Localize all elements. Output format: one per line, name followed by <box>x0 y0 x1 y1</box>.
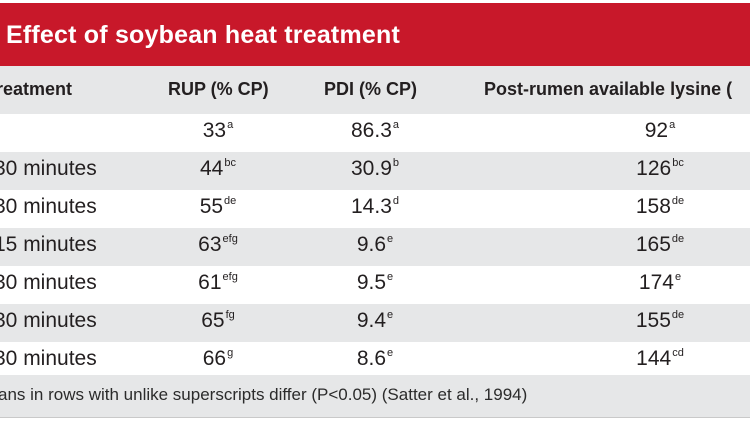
cell-pdi-superscript: e <box>387 233 394 245</box>
table-row: 30 minutes 65fg 9.4e 155de <box>0 304 750 342</box>
cell-rup: 65fg <box>193 309 243 333</box>
cell-lysine-superscript: de <box>671 309 685 321</box>
cell-pdi-superscript: e <box>387 309 394 321</box>
table-row: 15 minutes 63efg 9.6e 165de <box>0 228 750 266</box>
header-pdi: PDI (% CP) <box>324 79 418 99</box>
cell-rup-value: 65 <box>201 309 225 332</box>
bottom-divider <box>0 417 750 418</box>
cell-lysine-superscript: bc <box>672 157 684 169</box>
cell-rup-superscript: fg <box>225 309 235 321</box>
table-row: 30 minutes 61efg 9.5e 174e <box>0 266 750 304</box>
cell-pdi-superscript: b <box>392 157 399 169</box>
cell-pdi: 9.5e <box>325 271 425 295</box>
cell-treatment: 30 minutes <box>0 347 97 371</box>
cell-pdi-superscript: e <box>387 347 394 359</box>
cell-pdi-superscript: d <box>392 195 399 207</box>
cell-lysine-value: 155 <box>635 309 671 332</box>
cell-rup-superscript: efg <box>222 233 238 245</box>
cell-pdi-value: 30.9 <box>351 157 392 180</box>
cell-rup-value: 61 <box>198 271 222 294</box>
cell-pdi-value: 8.6 <box>356 347 387 370</box>
footnote: ans in rows with unlike superscripts dif… <box>0 385 528 404</box>
cell-treatment: 30 minutes <box>0 195 97 219</box>
cell-treatment-value: 30 minutes <box>0 271 97 294</box>
table-row: 30 minutes 44bc 30.9b 126bc <box>0 152 750 190</box>
header-lysine: Post-rumen available lysine ( <box>484 79 733 99</box>
cell-rup-superscript: efg <box>222 271 238 283</box>
table-row: 30 minutes 66g 8.6e 144cd <box>0 342 750 380</box>
cell-pdi: 9.4e <box>325 309 425 333</box>
cell-pdi-value: 9.6 <box>356 233 387 256</box>
cell-lysine-superscript: a <box>669 119 676 131</box>
cell-pdi-superscript: e <box>387 271 394 283</box>
cell-lysine-superscript: de <box>671 233 685 245</box>
cell-rup-value: 33 <box>202 119 227 142</box>
cell-treatment: 15 minutes <box>0 233 97 257</box>
cell-pdi-value: 14.3 <box>351 195 392 218</box>
cell-lysine: 155de <box>620 309 700 333</box>
cell-rup: 66g <box>193 347 243 371</box>
cell-lysine-value: 174 <box>638 271 674 294</box>
cell-lysine-value: 144 <box>636 347 672 370</box>
cell-rup-value: 55 <box>199 195 224 218</box>
cell-pdi-value: 86.3 <box>351 119 392 142</box>
footer-row: ans in rows with unlike superscripts dif… <box>0 375 750 417</box>
cell-pdi-value: 9.4 <box>356 309 387 332</box>
cell-rup: 61efg <box>193 271 243 295</box>
cell-lysine-value: 158 <box>635 195 671 218</box>
cell-treatment: 30 minutes <box>0 309 97 333</box>
table-row: 30 minutes 55de 14.3d 158de <box>0 190 750 228</box>
header-treatment: reatment <box>0 79 73 99</box>
cell-rup: 44bc <box>193 157 243 181</box>
cell-pdi: 8.6e <box>325 347 425 371</box>
cell-rup: 33a <box>193 119 243 143</box>
cell-lysine-value: 92 <box>644 119 669 142</box>
cell-pdi: 30.9b <box>325 157 425 181</box>
cell-pdi-value: 9.5 <box>356 271 387 294</box>
cell-rup-value: 66 <box>202 347 227 370</box>
cell-treatment: 30 minutes <box>0 157 97 181</box>
cell-lysine: 126bc <box>620 157 700 181</box>
cell-rup-value: 44 <box>200 157 224 180</box>
cell-lysine: 158de <box>620 195 700 219</box>
title-bar: Effect of soybean heat treatment <box>0 0 750 66</box>
cell-pdi: 86.3a <box>325 119 425 143</box>
header-rup: RUP (% CP) <box>168 79 269 99</box>
cell-treatment-value: 30 minutes <box>0 309 97 332</box>
cell-lysine-superscript: de <box>671 195 685 207</box>
cell-lysine: 174e <box>620 271 700 295</box>
cell-lysine-superscript: e <box>674 271 682 283</box>
cell-pdi: 14.3d <box>325 195 425 219</box>
cell-lysine-value: 165 <box>635 233 671 256</box>
cell-rup: 63efg <box>193 233 243 257</box>
cell-lysine: 165de <box>620 233 700 257</box>
cell-treatment-value: 15 minutes <box>0 233 97 256</box>
cell-rup: 55de <box>193 195 243 219</box>
table-title: Effect of soybean heat treatment <box>6 21 400 49</box>
cell-lysine-value: 126 <box>636 157 672 180</box>
cell-treatment-value: 30 minutes <box>0 195 97 218</box>
cell-treatment-value: 30 minutes <box>0 157 97 180</box>
cell-rup-superscript: de <box>224 195 237 207</box>
cell-lysine: 92a <box>620 119 700 143</box>
cell-pdi: 9.6e <box>325 233 425 257</box>
cell-rup-value: 63 <box>198 233 222 256</box>
cell-treatment-value: 30 minutes <box>0 347 97 370</box>
cell-rup-superscript: g <box>227 347 234 359</box>
cell-pdi-superscript: a <box>392 119 399 131</box>
header-row: reatment RUP (% CP) PDI (% CP) Post-rume… <box>0 66 750 114</box>
cell-rup-superscript: a <box>227 119 234 131</box>
cell-lysine-superscript: cd <box>672 347 684 359</box>
cell-lysine: 144cd <box>620 347 700 371</box>
cell-treatment: 30 minutes <box>0 271 97 295</box>
cell-rup-superscript: bc <box>224 157 236 169</box>
